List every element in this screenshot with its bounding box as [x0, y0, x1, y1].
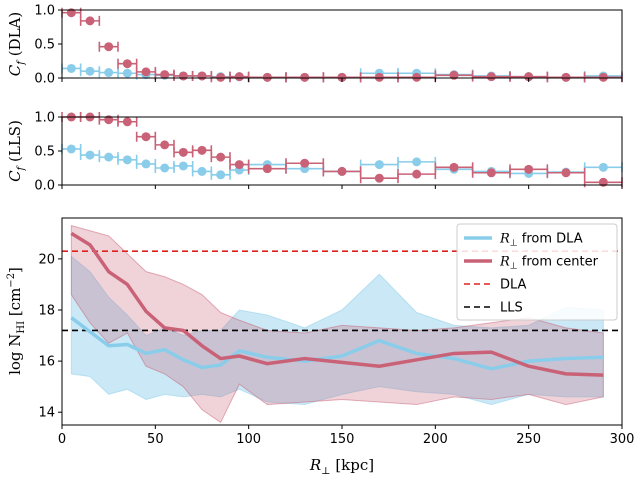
data-point [374, 160, 384, 170]
x-tick-label: 0 [58, 432, 66, 447]
y-tick-label: 1.0 [34, 4, 55, 19]
legend-label: R⊥ from center [499, 255, 599, 272]
data-point [337, 166, 347, 176]
data-point [197, 166, 207, 176]
data-point [598, 162, 608, 172]
data-point [412, 72, 422, 82]
data-point [337, 72, 347, 82]
data-point [122, 155, 132, 165]
data-point [412, 169, 422, 179]
data-point [160, 140, 170, 150]
data-point [598, 72, 608, 82]
data-point [234, 160, 244, 170]
y-tick-label: 0.0 [34, 72, 55, 87]
data-point [178, 147, 188, 157]
data-point [178, 161, 188, 171]
data-point [486, 168, 496, 178]
series-line [70, 231, 604, 377]
panel-column-density-marks [62, 225, 622, 424]
data-point [216, 152, 226, 162]
x-tick-label: 200 [423, 432, 448, 447]
panel-cf-dla-ylabel: Cf (DLA) [6, 12, 27, 76]
data-point [374, 72, 384, 82]
data-point [234, 72, 244, 82]
data-point [66, 63, 76, 73]
y-tick-label: 20 [38, 252, 55, 267]
data-point [122, 59, 132, 69]
y-tick-label: 16 [38, 355, 55, 370]
panel-cf-dla: 0.0 0.5 1.0 Cf (DLA) [6, 4, 623, 87]
data-point [374, 173, 384, 183]
x-tick-label: 50 [147, 432, 164, 447]
legend-label: DLA [500, 278, 527, 293]
data-point [178, 71, 188, 81]
data-point [66, 144, 76, 154]
data-point [122, 68, 132, 78]
y-tick-label: 0.5 [34, 145, 55, 160]
panel-column-density-xlabel: R⊥ [kpc] [309, 456, 374, 477]
data-point [262, 72, 272, 82]
data-point [216, 72, 226, 82]
data-point [104, 42, 114, 52]
data-point [160, 163, 170, 173]
data-point [104, 152, 114, 162]
data-point [141, 132, 151, 142]
data-point [197, 71, 207, 81]
data-point [561, 72, 571, 82]
data-point [85, 150, 95, 160]
panel-cf-lls-marks [61, 112, 623, 188]
x-tick-label: 250 [516, 432, 541, 447]
panel-cf-lls-ylabel: Cf (LLS) [6, 120, 27, 182]
y-tick-label: 0.5 [34, 38, 55, 53]
x-tick-label: 150 [330, 432, 355, 447]
data-point [160, 70, 170, 80]
data-point [486, 72, 496, 82]
data-point [561, 168, 571, 178]
y-tick-label: 18 [38, 304, 55, 319]
data-point [524, 72, 534, 82]
legend-label: R⊥ from DLA [499, 232, 583, 249]
panel-column-density: 0 50 100 150 200 250 300 14 16 18 20 log NHI [cm−2… [6, 217, 634, 477]
data-point [141, 67, 151, 77]
y-tick-label: 14 [38, 406, 55, 421]
data-point [216, 170, 226, 180]
x-tick-label: 300 [610, 432, 635, 447]
data-point [449, 162, 459, 172]
data-point [85, 16, 95, 26]
panel-cf-dla-ticks: 0.0 0.5 1.0 [34, 4, 623, 87]
data-point [412, 157, 422, 167]
data-point [122, 117, 132, 127]
legend: R⊥ from DLA R⊥ from center DLA LLS [456, 223, 618, 321]
data-point [85, 66, 95, 76]
data-point [262, 164, 272, 174]
data-point [300, 158, 310, 168]
legend-label: LLS [500, 301, 523, 316]
panel-cf-dla-marks [61, 7, 623, 83]
legend-box [456, 223, 618, 321]
panel-column-density-ticks: 0 50 100 150 200 250 300 14 16 18 20 [38, 252, 634, 447]
data-point [104, 68, 114, 78]
y-tick-label: 1.0 [34, 111, 55, 126]
x-tick-label: 100 [236, 432, 261, 447]
data-point [524, 164, 534, 174]
panel-cf-lls: 0.0 0.5 1.0 Cf (LLS) [6, 111, 623, 194]
y-tick-label: 0.0 [34, 179, 55, 194]
panel-column-density-ylabel: log NHI [cm−2] [6, 267, 27, 375]
data-point [300, 72, 310, 82]
confidence-band [70, 225, 604, 424]
data-point [141, 159, 151, 169]
panel-cf-lls-ticks: 0.0 0.5 1.0 [34, 111, 623, 194]
series-line [70, 316, 604, 371]
data-point [197, 145, 207, 155]
